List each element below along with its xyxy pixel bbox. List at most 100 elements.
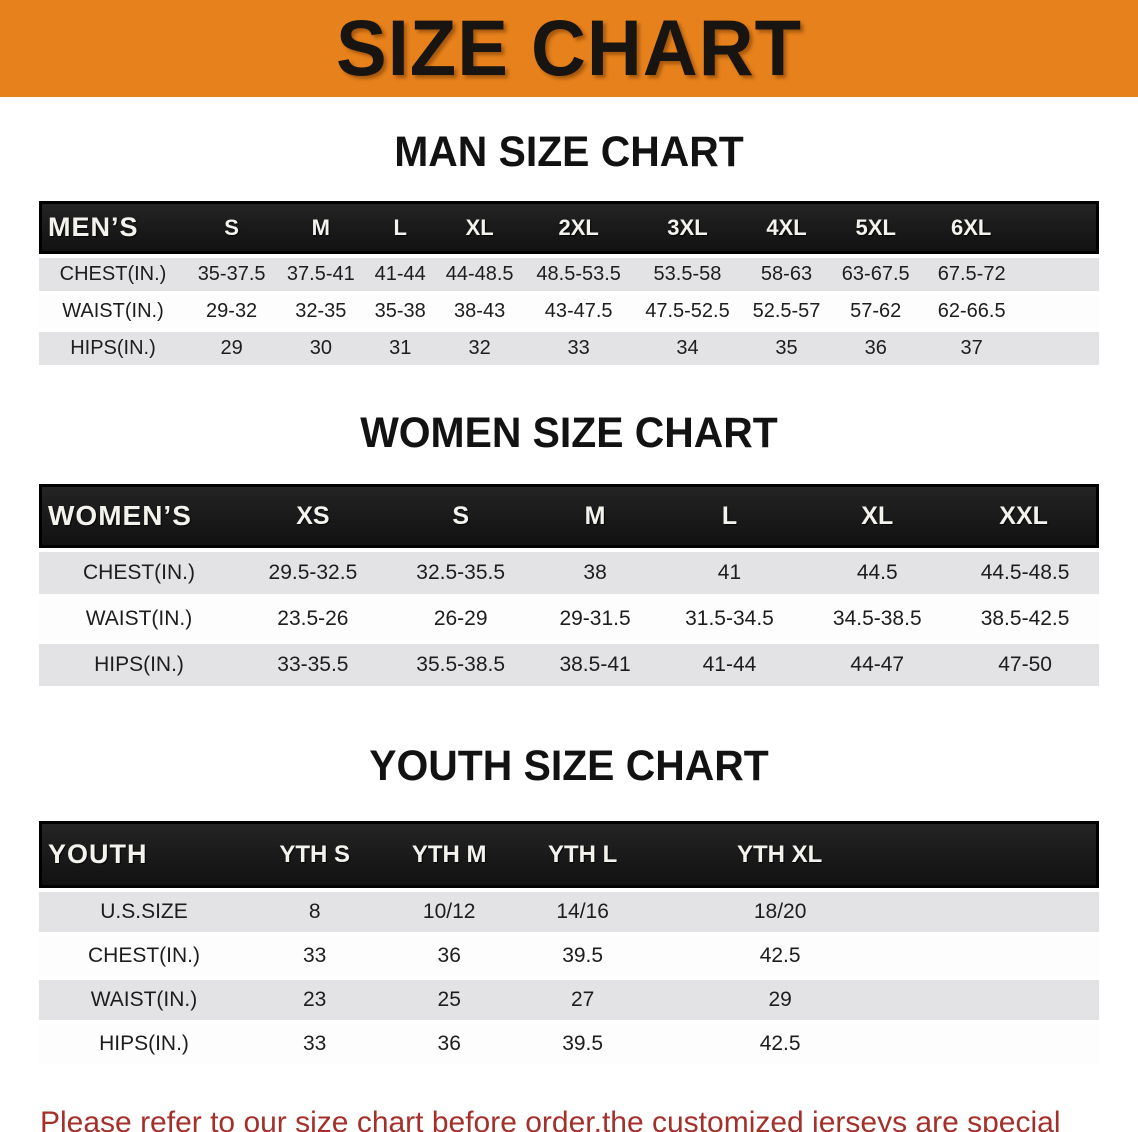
youth-section-heading: YOUTH SIZE CHART	[369, 742, 769, 790]
row-label: CHEST(IN.)	[59, 263, 167, 285]
column-header: YTH M	[380, 821, 519, 888]
size-cell: 29-31.5	[559, 607, 631, 630]
size-cell: 63-67.5	[841, 263, 910, 285]
column-header: 3XL	[633, 201, 742, 254]
size-cell: 58-63	[760, 263, 813, 285]
size-cell: 38.5-42.5	[980, 607, 1070, 630]
header-row: MEN’S S M L XL 2XL 3XL 4XL 5XL 6XL	[39, 201, 1099, 254]
column-header: S	[187, 201, 277, 254]
column-header: L	[365, 201, 436, 254]
header-row: WOMEN’S XS S M L XL XXL	[39, 484, 1099, 548]
size-cell: 26-29	[433, 607, 488, 630]
men-size-table: MEN’S S M L XL 2XL 3XL 4XL 5XL 6XL CHEST(IN.) 35-37…	[39, 197, 1099, 369]
column-header: 4XL	[741, 201, 832, 254]
size-cell: 41-44	[702, 653, 757, 676]
table-row: CHEST(IN.) 33 36 39.5 42.5	[39, 936, 1099, 976]
table-title-cell: YOUTH	[39, 821, 249, 888]
size-cell: 67.5-72	[937, 263, 1006, 285]
size-cell: 44.5	[856, 561, 898, 584]
size-cell: 57-62	[850, 300, 902, 322]
size-cell: 36	[437, 944, 461, 967]
column-header: S	[386, 484, 535, 548]
column-header: XXL	[951, 484, 1099, 548]
size-cell: 53.5-58	[653, 263, 722, 285]
size-cell: 37	[960, 337, 983, 359]
size-cell: 33-35.5	[277, 653, 349, 676]
size-cell: 35	[775, 337, 798, 359]
table-title-cell: WOMEN’S	[39, 484, 239, 548]
table-row: WAIST(IN.) 23.5-26 26-29 29-31.5 31.5-34.5 34…	[39, 598, 1099, 640]
size-cell: 43-47.5	[544, 300, 613, 322]
size-cell: 47-50	[998, 653, 1052, 676]
table-row: U.S.SIZE 8 10/12 14/16 18/20	[39, 892, 1099, 932]
row-label: WAIST(IN.)	[85, 607, 193, 630]
size-cell: 42.5	[759, 944, 801, 967]
women-size-table: WOMEN’S XS S M L XL XXL CHEST(IN.) 29.5-32.5 32.5…	[39, 480, 1099, 690]
size-cell: 10/12	[422, 900, 476, 923]
column-header: YTH L	[518, 821, 648, 888]
size-cell: 31.5-34.5	[685, 607, 774, 630]
table-row: CHEST(IN.) 35-37.5 37.5-41 41-44 44-48.5 48.5…	[39, 258, 1099, 291]
size-cell: 25	[437, 988, 461, 1011]
size-cell: 23.5-26	[277, 607, 349, 630]
disclaimer-line-1: Please refer to our size chart before or…	[40, 1106, 1061, 1132]
size-cell: 27	[570, 988, 595, 1011]
size-cell: 33	[303, 1032, 327, 1055]
size-cell: 41	[717, 561, 742, 584]
row-label: U.S.SIZE	[100, 900, 188, 923]
size-cell: 30	[309, 337, 332, 359]
row-label: HIPS(IN.)	[94, 653, 184, 676]
size-cell: 29-32	[206, 300, 258, 322]
table-row: HIPS(IN.) 33-35.5 35.5-38.5 38.5-41 41-44 44-…	[39, 644, 1099, 686]
table-row: HIPS(IN.) 33 36 39.5 42.5	[39, 1024, 1099, 1064]
size-cell: 32.5-35.5	[416, 561, 506, 584]
table-row: WAIST(IN.) 29-32 32-35 35-38 38-43 43-47.5 47.…	[39, 295, 1099, 328]
row-label: HIPS(IN.)	[70, 337, 156, 359]
column-header: XL	[435, 201, 525, 254]
size-cell: 33	[567, 337, 590, 359]
row-label: WAIST(IN.)	[90, 988, 198, 1011]
size-cell: 38	[583, 561, 607, 584]
table-row: CHEST(IN.) 29.5-32.5 32.5-35.5 38 41 44.5 44.5…	[39, 552, 1099, 594]
size-cell: 31	[389, 337, 412, 359]
row-label: HIPS(IN.)	[99, 1032, 189, 1055]
column-header: 6XL	[920, 201, 1099, 254]
table-title-cell: MEN’S	[39, 201, 187, 254]
size-cell: 44-48.5	[445, 263, 514, 285]
size-cell: 36	[864, 337, 887, 359]
size-cell: 29	[768, 988, 792, 1011]
size-cell: 35-37.5	[197, 263, 266, 285]
size-cell: 44-47	[850, 653, 905, 676]
row-label: CHEST(IN.)	[88, 944, 200, 967]
youth-size-table: YOUTH YTH S YTH M YTH L YTH XL U.S.SIZE 8 10/12…	[39, 817, 1099, 1068]
women-size-section: WOMEN SIZE CHART WOMEN’S XS S M L XL XXL CHEST(…	[0, 409, 1138, 690]
size-cell: 32	[468, 337, 491, 359]
size-cell: 35-38	[374, 300, 426, 322]
column-header: XS	[239, 484, 387, 548]
size-cell: 8	[308, 900, 321, 923]
size-cell: 35.5-38.5	[416, 653, 506, 676]
men-section-heading: MAN SIZE CHART	[394, 128, 744, 176]
size-cell: 36	[437, 1032, 461, 1055]
column-header: XL	[803, 484, 952, 548]
size-cell: 52.5-57	[752, 300, 821, 322]
row-label: CHEST(IN.)	[83, 561, 195, 584]
size-cell: 37.5-41	[286, 263, 355, 285]
size-cell: 44.5-48.5	[980, 561, 1070, 584]
size-cell: 39.5	[562, 1032, 604, 1055]
size-cell: 14/16	[556, 900, 609, 923]
column-header: M	[276, 201, 366, 254]
column-header: 5XL	[831, 201, 921, 254]
size-cell: 34	[676, 337, 699, 359]
column-header: 2XL	[524, 201, 634, 254]
youth-size-section: YOUTH SIZE CHART YOUTH YTH S YTH M YTH L YTH…	[0, 742, 1138, 1068]
size-cell: 48.5-53.5	[536, 263, 621, 285]
banner: SIZE CHART	[0, 0, 1138, 97]
column-header: YTH XL	[647, 821, 1099, 888]
women-section-heading: WOMEN SIZE CHART	[360, 409, 778, 457]
disclaimer: Please refer to our size chart before or…	[40, 1098, 1108, 1132]
column-header: M	[534, 484, 656, 548]
size-cell: 38-43	[454, 300, 506, 322]
size-cell: 33	[303, 944, 327, 967]
